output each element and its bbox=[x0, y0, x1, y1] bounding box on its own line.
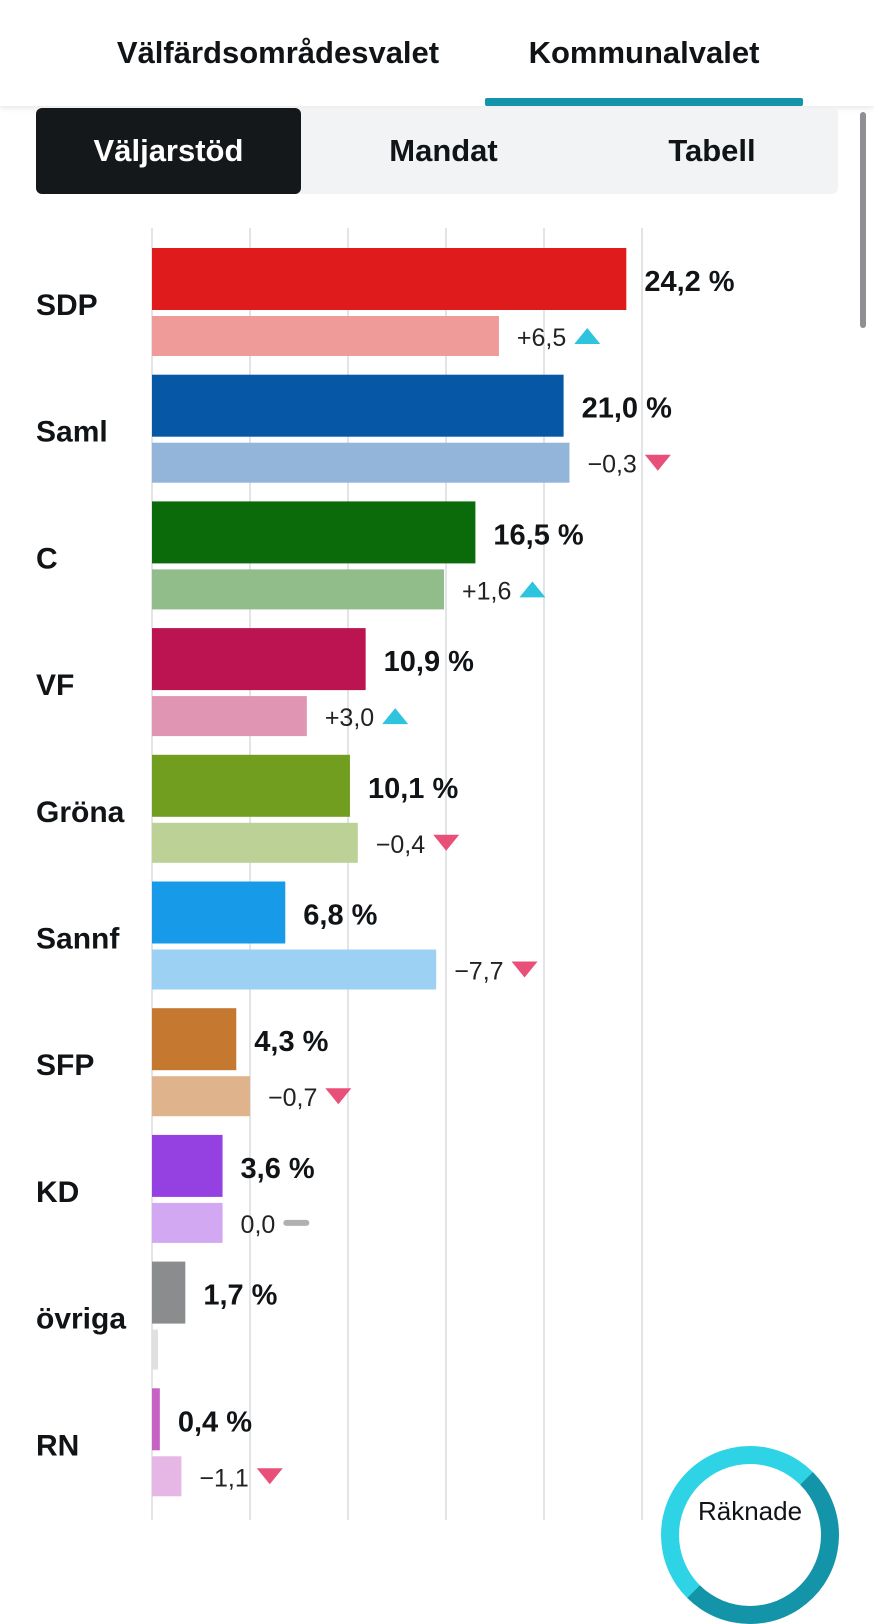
view-toggle: Väljarstöd Mandat Tabell bbox=[36, 108, 838, 194]
change-down-icon bbox=[256, 1468, 283, 1485]
previous-vote-bar bbox=[152, 696, 307, 737]
change-label: −0,7 bbox=[268, 1084, 317, 1112]
change-up-icon bbox=[519, 581, 546, 598]
vote-bar bbox=[152, 501, 476, 564]
counted-progress-ring bbox=[661, 1446, 839, 1624]
vote-value-label: 24,2 % bbox=[644, 266, 734, 298]
previous-vote-bar bbox=[152, 569, 445, 610]
vote-value-label: 10,1 % bbox=[368, 773, 458, 805]
vote-value-label: 0,4 % bbox=[178, 1406, 252, 1438]
vote-bar bbox=[152, 1008, 237, 1071]
change-label: 0,0 bbox=[241, 1211, 276, 1239]
vote-value-label: 1,7 % bbox=[203, 1280, 277, 1312]
change-label: +3,0 bbox=[325, 704, 374, 732]
change-down-icon bbox=[433, 834, 460, 851]
scrollbar[interactable] bbox=[860, 112, 866, 328]
vote-bar bbox=[152, 1134, 223, 1197]
election-tabs: Välfärdsområdesvalet Kommunalvalet bbox=[0, 0, 874, 106]
party-label: Sannf bbox=[36, 923, 120, 956]
change-label: −1,1 bbox=[199, 1464, 248, 1492]
vote-bar bbox=[152, 881, 286, 944]
change-up-icon bbox=[382, 708, 409, 725]
party-label: SDP bbox=[36, 289, 98, 322]
vote-value-label: 6,8 % bbox=[303, 900, 377, 932]
previous-vote-bar bbox=[152, 822, 358, 863]
toggle-mandat[interactable]: Mandat bbox=[389, 133, 498, 168]
change-label: −0,4 bbox=[376, 831, 425, 859]
change-up-icon bbox=[574, 328, 601, 344]
vote-share-chart: SDP 24,2 % +6,5 Saml 21,0 % −0,3 C 16,5 % +1,6 VF… bbox=[36, 228, 735, 1520]
tab-kommunalvalet[interactable]: Kommunalvalet bbox=[528, 35, 760, 70]
active-tab-indicator bbox=[485, 98, 803, 106]
vote-bar bbox=[152, 1261, 186, 1324]
change-label: −0,3 bbox=[587, 451, 636, 479]
vote-bar bbox=[152, 628, 366, 691]
party-label: SFP bbox=[36, 1049, 94, 1082]
change-label: −7,7 bbox=[454, 958, 503, 986]
previous-vote-bar bbox=[152, 442, 570, 483]
change-label: +1,6 bbox=[462, 577, 511, 605]
party-label: VF bbox=[36, 669, 74, 702]
previous-vote-bar bbox=[152, 949, 437, 990]
previous-vote-bar bbox=[152, 1202, 223, 1243]
toggle-valjarstod[interactable]: Väljarstöd bbox=[36, 108, 301, 194]
previous-vote-bar bbox=[152, 316, 499, 356]
change-label: +6,5 bbox=[517, 324, 566, 352]
vote-bar bbox=[152, 754, 350, 817]
vote-bar bbox=[152, 374, 564, 437]
previous-vote-bar bbox=[152, 1076, 250, 1117]
vote-bar bbox=[152, 248, 627, 310]
toggle-tabell[interactable]: Tabell bbox=[668, 133, 756, 168]
vote-value-label: 21,0 % bbox=[582, 393, 672, 425]
party-label: övriga bbox=[36, 1303, 126, 1336]
change-down-icon bbox=[325, 1088, 352, 1105]
vote-value-label: 16,5 % bbox=[493, 519, 583, 551]
vote-value-label: 4,3 % bbox=[254, 1026, 328, 1058]
previous-vote-bar bbox=[152, 1329, 158, 1370]
party-label: Saml bbox=[36, 416, 108, 449]
vote-bar bbox=[152, 1388, 160, 1451]
party-label: KD bbox=[36, 1176, 79, 1209]
vote-value-label: 10,9 % bbox=[384, 646, 474, 678]
party-label: RN bbox=[36, 1429, 79, 1462]
change-down-icon bbox=[511, 961, 538, 978]
tab-valfardsomradesvalet[interactable]: Välfärdsområdesvalet bbox=[116, 35, 440, 70]
change-down-icon bbox=[644, 454, 671, 471]
counted-label: Räknade bbox=[697, 1496, 803, 1526]
previous-vote-bar bbox=[152, 1456, 182, 1497]
party-label: Gröna bbox=[36, 796, 125, 829]
party-label: C bbox=[36, 542, 58, 575]
change-neutral-icon bbox=[283, 1219, 310, 1226]
vote-value-label: 3,6 % bbox=[241, 1153, 315, 1185]
